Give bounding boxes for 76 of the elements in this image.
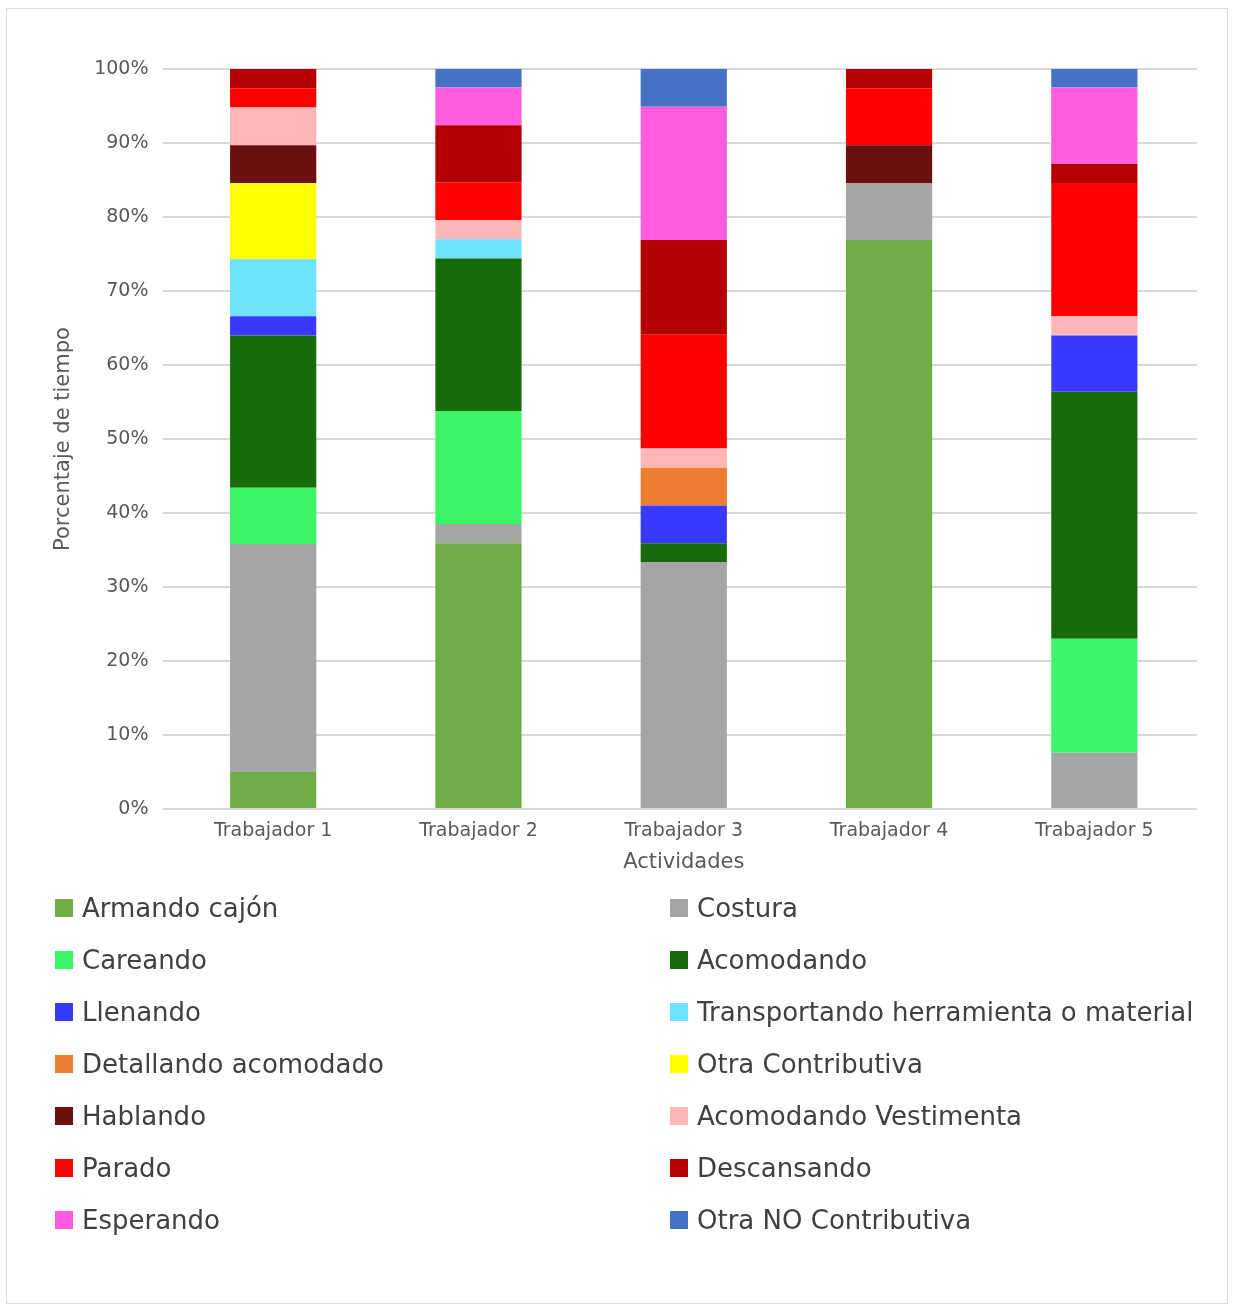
legend-label: Acomodando (697, 945, 868, 975)
legend-label: Detallando acomodado (82, 1049, 384, 1079)
y-tick-label: 60% (106, 351, 149, 374)
legend-label: Costura (697, 893, 798, 923)
legend-label: Llenando (82, 997, 202, 1027)
x-tick-label: Trabajador 3 (623, 818, 744, 841)
bar (845, 182, 933, 240)
bar (1051, 638, 1138, 753)
bar (1051, 182, 1138, 317)
bar (435, 524, 522, 544)
legend-label: Esperando (82, 1205, 220, 1235)
bar (230, 487, 317, 545)
bar (230, 145, 317, 183)
x-tick-label: Trabajador 5 (1034, 818, 1154, 841)
bar (230, 544, 317, 772)
bar (435, 125, 522, 183)
legend-label: Transportando herramienta o material (697, 997, 1194, 1027)
legend-label: Otra Contributiva (697, 1049, 923, 1079)
bar (435, 219, 522, 240)
bar (640, 69, 727, 107)
legend-label: Descansando (697, 1153, 872, 1183)
legend-label: Acomodando Vestimenta (697, 1101, 1023, 1131)
bar (230, 772, 317, 808)
bar (435, 87, 522, 126)
bar (1051, 391, 1138, 639)
bar (230, 107, 317, 146)
bar (230, 88, 317, 108)
bar (640, 505, 727, 544)
bar (640, 334, 727, 449)
bar (1051, 335, 1138, 392)
bar (230, 182, 317, 260)
bar (640, 239, 727, 335)
x-axis-title: Actividades (623, 848, 745, 873)
bar (640, 543, 727, 563)
legend-label: Parado (82, 1153, 172, 1183)
bar (1051, 752, 1138, 808)
bar (1051, 163, 1138, 183)
bar (1051, 69, 1138, 88)
legend-label: Armando cajón (82, 893, 279, 923)
y-tick-label: 80% (106, 203, 149, 226)
legend-label: Otra NO Contributiva (697, 1205, 972, 1235)
y-tick-label: 10% (106, 721, 149, 744)
bar (435, 410, 522, 525)
bar (845, 88, 933, 146)
bar (845, 239, 933, 808)
y-tick-label: 70% (106, 277, 149, 300)
legend-label: Hablando (82, 1101, 207, 1131)
bar (845, 69, 933, 89)
y-tick-label: 90% (106, 129, 149, 152)
bar (435, 69, 522, 88)
y-tick-label: 40% (106, 499, 149, 522)
bar (640, 562, 727, 808)
bar (230, 335, 317, 488)
x-tick-label: Trabajador 4 (828, 818, 949, 841)
y-tick-label: 0% (118, 795, 149, 818)
x-tick-label: Trabajador 1 (212, 818, 333, 841)
bar (640, 448, 727, 468)
bar (435, 258, 522, 411)
bar (1051, 316, 1138, 336)
x-tick-label: Trabajador 2 (418, 818, 538, 841)
bar (640, 106, 727, 240)
y-tick-label: 50% (106, 425, 149, 448)
y-axis-title: Porcentaje de tiempo (50, 327, 75, 551)
bar (435, 239, 522, 259)
bar (845, 145, 933, 183)
legend-label: Careando (82, 945, 208, 975)
bar (435, 543, 522, 808)
bar (435, 182, 522, 220)
bar (230, 259, 317, 317)
bar (230, 69, 317, 89)
bar (640, 467, 727, 506)
y-tick-label: 30% (106, 573, 149, 596)
bar (230, 316, 317, 336)
y-tick-label: 20% (106, 647, 149, 670)
bar (1051, 87, 1138, 164)
y-tick-label: 100% (94, 55, 149, 78)
